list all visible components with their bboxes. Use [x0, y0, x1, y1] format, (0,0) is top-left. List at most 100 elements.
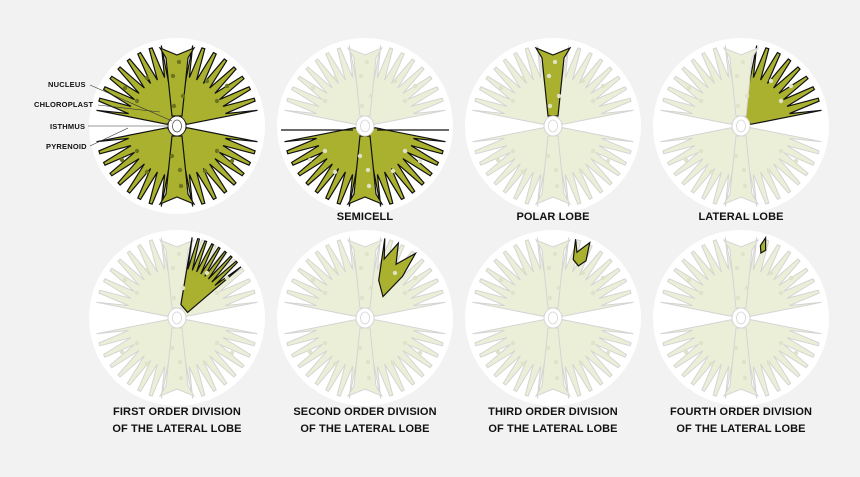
pyrenoid-dot — [144, 75, 150, 81]
lateral-lobe-shape — [284, 45, 364, 125]
pyrenoid-dot — [741, 359, 747, 365]
caption-line: LATERAL LOBE — [698, 211, 784, 223]
leader-line — [89, 127, 129, 147]
pyrenoid-dot — [741, 167, 747, 173]
pyrenoid-dot — [119, 349, 125, 355]
label-nucleus: NUCLEUS — [48, 80, 86, 89]
pyrenoid-dot — [122, 277, 128, 283]
pyrenoid-dot — [708, 75, 714, 81]
pyrenoid-dot — [686, 85, 692, 91]
pyrenoid-dot — [590, 290, 596, 296]
lateral-lobe-shape — [178, 127, 258, 207]
pyrenoid-dot — [204, 270, 210, 276]
pyrenoid-dot — [402, 290, 408, 296]
annotation-leaders — [88, 84, 173, 147]
pyrenoid-dot — [698, 290, 704, 296]
pyrenoid-dot — [134, 98, 140, 104]
nucleus — [360, 311, 370, 325]
polar-lobe-shape — [722, 135, 760, 206]
pyrenoid-dot — [366, 375, 372, 381]
pyrenoid-dot — [744, 93, 750, 99]
pyrenoid-dot — [742, 183, 748, 189]
polar-lobe-shape — [346, 238, 384, 309]
lateral-lobe-shape — [472, 127, 552, 207]
pyrenoid-dot — [390, 360, 396, 366]
lateral-lobe-shape — [554, 319, 634, 399]
pyrenoid-dot — [580, 270, 586, 276]
polar-lobe-shape — [534, 135, 572, 206]
lateral-lobe-shape — [366, 45, 446, 125]
highlight-region — [180, 237, 242, 314]
pyrenoid-dot — [546, 73, 552, 79]
pyrenoid-dot — [547, 295, 553, 301]
lateral-lobe-shape — [366, 127, 446, 207]
pyrenoid-dot — [605, 158, 611, 164]
pyrenoid-dot — [778, 340, 784, 346]
pyrenoid-dot — [510, 148, 516, 154]
caption-line: OF THE LATERAL LOBE — [488, 423, 618, 435]
pyrenoid-dot — [683, 349, 689, 355]
polar-lobe-shape — [158, 135, 196, 206]
label-pyrenoid: PYRENOID — [46, 142, 87, 151]
nucleus — [548, 119, 558, 133]
pyrenoid-dot — [498, 277, 504, 283]
pyrenoid-dot — [708, 169, 714, 175]
cell-semicell — [277, 38, 453, 214]
pyrenoid-dot — [119, 157, 125, 163]
pyrenoid-dot — [793, 350, 799, 356]
pyrenoid-dot — [170, 265, 176, 271]
pyrenoid-dot — [177, 167, 183, 173]
pyrenoid-dot — [590, 98, 596, 104]
pyrenoid-dot — [554, 183, 560, 189]
pyrenoid-dot — [170, 73, 176, 79]
pyrenoid-dot — [778, 290, 784, 296]
pyrenoid-dot — [708, 361, 714, 367]
lateral-lobe-shape — [96, 237, 176, 317]
pyrenoid-dot — [171, 295, 177, 301]
pyrenoid-dot — [322, 340, 328, 346]
caption-line: POLAR LOBE — [516, 211, 590, 223]
lateral-lobe-shape — [284, 127, 364, 207]
polar-lobe-shape — [722, 46, 760, 117]
lateral-lobe-shape — [472, 45, 552, 125]
pyrenoid-dot — [740, 59, 746, 65]
pyrenoid-dot — [578, 360, 584, 366]
pyrenoid-dot — [788, 83, 794, 89]
pyrenoid-dot — [698, 340, 704, 346]
cell-full-cell — [89, 38, 265, 214]
pyrenoid-dot — [214, 290, 220, 296]
pyrenoid-dot — [229, 158, 235, 164]
pyrenoid-dot — [180, 285, 186, 291]
pyrenoid-dot — [735, 103, 741, 109]
pyrenoid-dot — [359, 103, 365, 109]
pyrenoid-dot — [793, 158, 799, 164]
lateral-lobe-shape — [742, 127, 822, 207]
pyrenoid-dot — [546, 265, 552, 271]
pyrenoid-dot — [392, 270, 398, 276]
pyrenoid-dot — [332, 361, 338, 367]
lateral-lobe-shape — [178, 45, 258, 125]
pyrenoid-dot — [134, 340, 140, 346]
pyrenoid-dot — [683, 157, 689, 163]
pyrenoid-dot — [169, 345, 175, 351]
pyrenoid-dot — [733, 345, 739, 351]
caption-line: OF THE LATERAL LOBE — [112, 423, 242, 435]
caption-second-order: SECOND ORDER DIVISION OF THE LATERAL LOBE — [275, 404, 455, 438]
pyrenoid-dot — [176, 251, 182, 257]
pyrenoid-dot — [214, 98, 220, 104]
caption-line: FOURTH ORDER DIVISION — [669, 406, 813, 418]
pyrenoid-dot — [202, 360, 208, 366]
pyrenoid-dot — [605, 350, 611, 356]
pyrenoid-dot — [600, 275, 606, 281]
pyrenoid-dot — [332, 267, 338, 273]
caption-lateral-lobe: LATERAL LOBE — [651, 209, 831, 226]
pyrenoid-dot — [322, 290, 328, 296]
highlight-region — [572, 239, 591, 267]
pyrenoid-dot — [310, 277, 316, 283]
pyrenoid-dot — [144, 169, 150, 175]
caption-polar-lobe: POLAR LOBE — [463, 209, 643, 226]
caption-line: SECOND ORDER DIVISION — [293, 406, 437, 418]
pyrenoid-dot — [578, 168, 584, 174]
caption-line: SEMICELL — [336, 211, 394, 223]
pyrenoid-dot — [307, 157, 313, 163]
